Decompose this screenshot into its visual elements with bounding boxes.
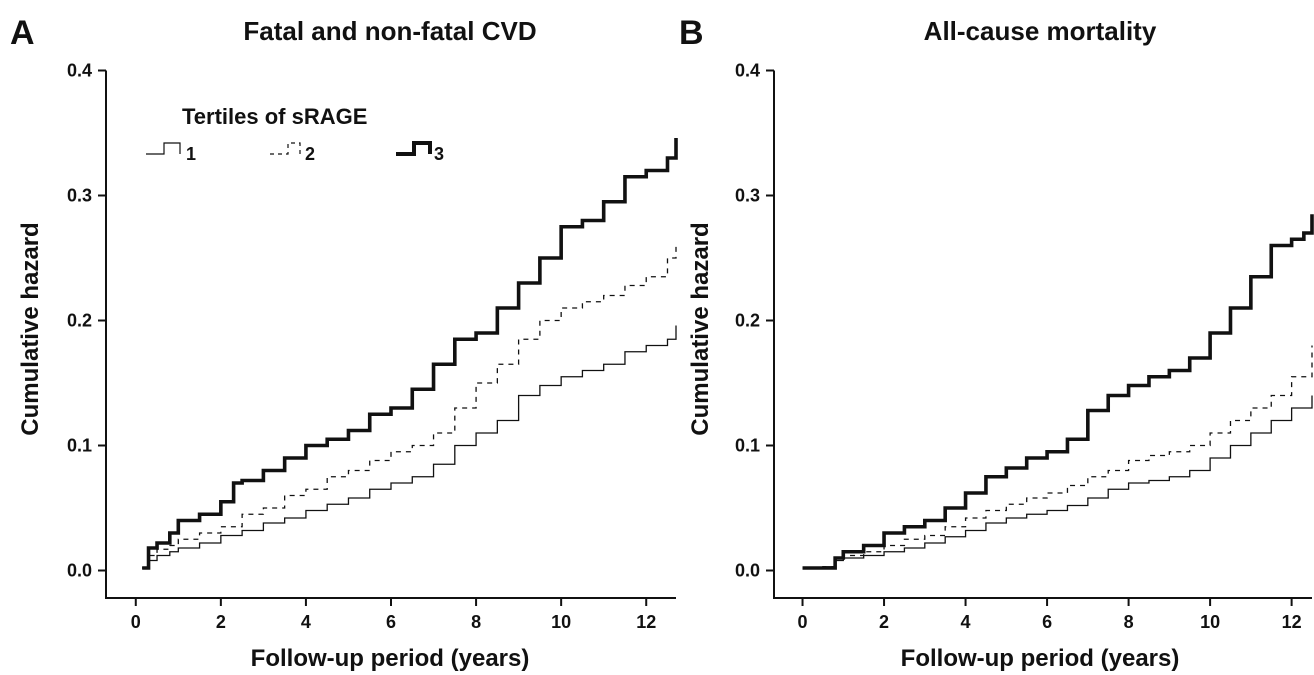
legend-swatch	[146, 142, 181, 155]
panel-a: A Fatal and non-fatal CVD Follow-up peri…	[10, 14, 678, 672]
x-axis-label: Follow-up period (years)	[901, 645, 1180, 672]
x-tick-label: 4	[301, 612, 311, 632]
legend-label: 1	[186, 144, 196, 164]
y-tick-label: 0.0	[735, 561, 760, 581]
legend-label: 3	[434, 144, 444, 164]
legend-item-3: 3	[396, 141, 444, 164]
chart-title: Fatal and non-fatal CVD	[243, 16, 536, 46]
x-tick-label: 6	[1042, 612, 1052, 632]
x-tick-label: 4	[961, 612, 971, 632]
panel-b: B All-cause mortality Follow-up period (…	[679, 14, 1314, 672]
panel-letter: A	[10, 14, 35, 52]
legend: Tertiles of sRAGE 1 2 3	[146, 104, 444, 164]
x-tick-label: 8	[1124, 612, 1134, 632]
series-line-tertile-1	[142, 325, 677, 569]
x-tick-label: 12	[636, 612, 656, 632]
y-tick-label: 0.2	[67, 311, 92, 331]
y-tick-label: 0.2	[735, 311, 760, 331]
panel-letter: B	[679, 14, 704, 52]
x-tick-label: 0	[798, 612, 808, 632]
y-tick-label: 0.4	[67, 61, 92, 81]
x-tick-label: 6	[386, 612, 396, 632]
y-tick-label: 0.1	[735, 436, 760, 456]
y-tick-label: 0.3	[735, 186, 760, 206]
series-line-tertile-3	[142, 138, 678, 570]
chart-title: All-cause mortality	[924, 16, 1157, 46]
y-tick-label: 0.3	[67, 186, 92, 206]
legend-item-1: 1	[146, 142, 196, 164]
series-line-tertile-2	[802, 345, 1313, 569]
legend-swatch	[396, 141, 432, 156]
y-axis-label: Cumulative hazard	[687, 222, 714, 435]
axis-frame	[105, 70, 676, 599]
x-tick-label: 10	[1200, 612, 1220, 632]
x-tick-label: 12	[1282, 612, 1302, 632]
legend-title: Tertiles of sRAGE	[182, 104, 367, 129]
y-axis-label: Cumulative hazard	[17, 222, 44, 435]
y-tick-label: 0.4	[735, 61, 760, 81]
series-line-tertile-1	[802, 395, 1313, 569]
x-tick-label: 2	[216, 612, 226, 632]
legend-label: 2	[305, 144, 315, 164]
x-tick-label: 8	[471, 612, 481, 632]
legend-item-2: 2	[270, 142, 315, 164]
y-tick-label: 0.1	[67, 436, 92, 456]
x-tick-label: 10	[551, 612, 571, 632]
series-line-tertile-2	[142, 245, 677, 569]
y-tick-label: 0.0	[67, 561, 92, 581]
series-line-tertile-3	[802, 214, 1314, 570]
x-tick-label: 0	[131, 612, 141, 632]
x-axis-label: Follow-up period (years)	[251, 645, 530, 672]
legend-swatch	[270, 142, 301, 155]
axis-frame	[773, 70, 1312, 599]
x-tick-label: 2	[879, 612, 889, 632]
